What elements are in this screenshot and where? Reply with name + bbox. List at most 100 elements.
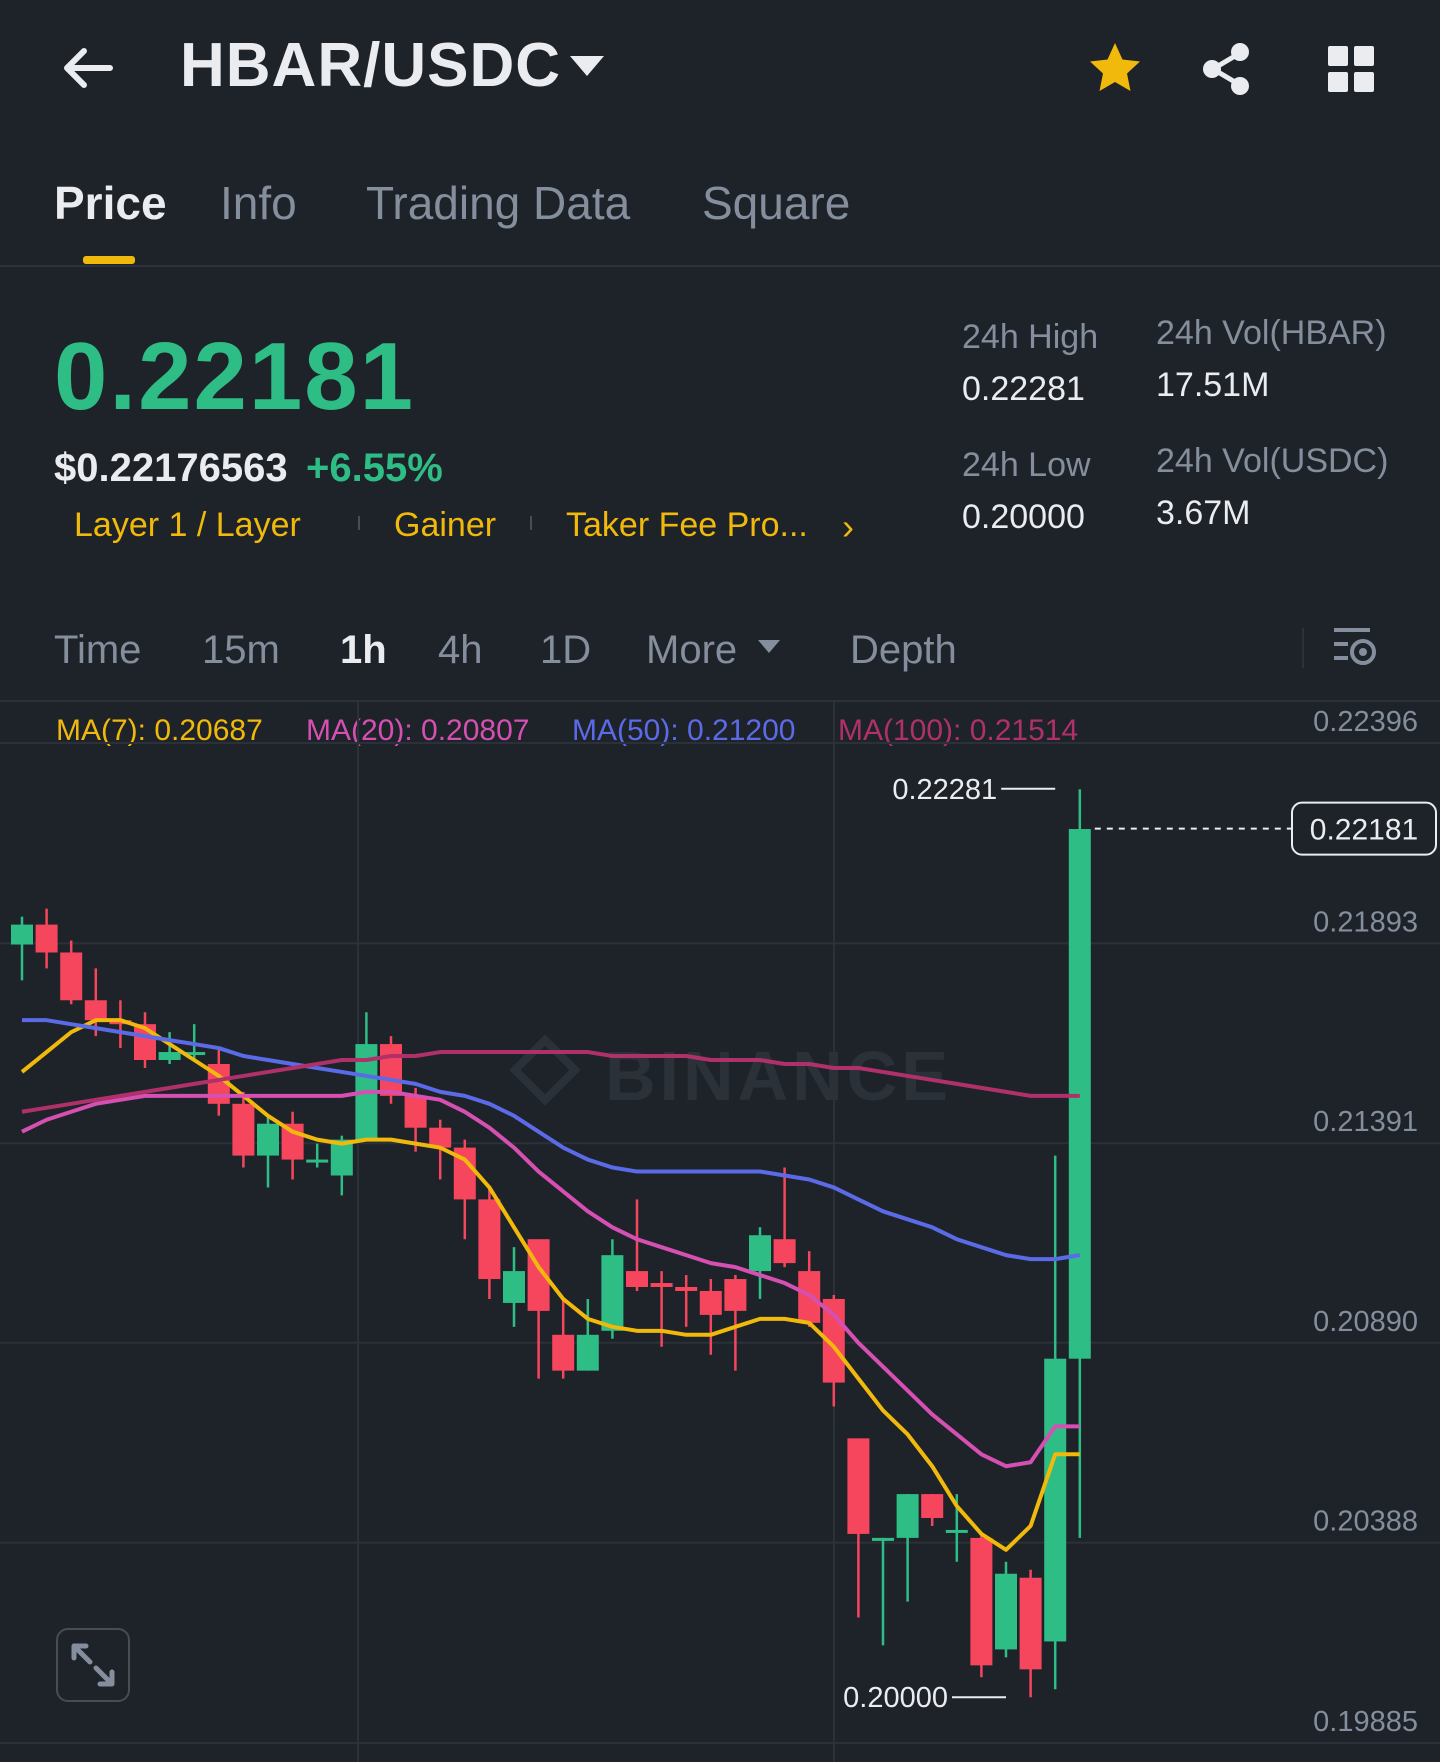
tag-layer[interactable]: Layer 1 / Layer — [74, 506, 301, 544]
interval-time[interactable]: Time — [54, 628, 142, 672]
fiat-price: $0.22176563 — [54, 446, 288, 490]
top-bar: HBAR/USDC — [0, 0, 1440, 140]
candlestick-chart[interactable]: 0.22396 0.21893 0.21391 0.20890 0.20388 0.198… — [0, 700, 1440, 1762]
ma7-label: MA(7): 0.20687 — [56, 714, 263, 747]
stat-vol-base-label: 24h Vol(HBAR) — [1156, 314, 1387, 352]
tag-gainer[interactable]: Gainer — [394, 506, 497, 544]
candle-body — [552, 1334, 575, 1371]
tabs-divider — [0, 265, 1440, 267]
candle-body — [60, 952, 83, 1001]
candle-body — [257, 1123, 279, 1156]
last-price: 0.22181 — [54, 323, 416, 430]
candle-body — [453, 1147, 476, 1200]
stat-vol-quote-label: 24h Vol(USDC) — [1156, 442, 1389, 480]
ma100-label: MA(100): 0.21514 — [838, 714, 1079, 747]
low-marker-label: 0.20000 — [843, 1682, 948, 1714]
tab-square[interactable]: Square — [702, 177, 851, 229]
candle-body — [724, 1279, 747, 1311]
tab-trading-data[interactable]: Trading Data — [366, 177, 631, 229]
interval-15m[interactable]: 15m — [202, 628, 280, 672]
back-arrow-icon[interactable] — [56, 36, 120, 100]
y-tick-label: 0.19885 — [1313, 1706, 1418, 1738]
y-tick-label: 0.22396 — [1313, 706, 1418, 738]
caret-down-icon[interactable] — [758, 640, 780, 653]
current-price-label: 0.22181 — [1310, 814, 1418, 847]
toolbar-divider — [1302, 628, 1304, 668]
ma7-line — [20, 1018, 1080, 1552]
expand-icon — [71, 1643, 115, 1687]
candle-body — [183, 1052, 206, 1056]
stat-vol-base-value: 17.51M — [1156, 366, 1270, 404]
candle-body — [576, 1334, 599, 1371]
candle-body — [306, 1159, 329, 1163]
candle-body — [158, 1052, 181, 1061]
candle-body — [896, 1494, 919, 1538]
candle-body — [429, 1127, 452, 1148]
interval-more[interactable]: More — [646, 628, 738, 672]
star-icon[interactable] — [1084, 38, 1146, 100]
candle-body — [601, 1255, 624, 1331]
binance-logo-icon — [509, 1034, 581, 1106]
candle-body — [945, 1529, 968, 1533]
ma100-line — [21, 1050, 1080, 1114]
stat-high-value: 0.22281 — [962, 370, 1085, 408]
pair-title[interactable]: HBAR/USDC — [180, 31, 561, 100]
chevron-right-icon[interactable]: › — [842, 506, 854, 547]
candle-body — [995, 1573, 1017, 1650]
candle-body — [330, 1139, 353, 1176]
chevron-down-icon[interactable] — [570, 56, 604, 76]
interval-1h[interactable]: 1h — [340, 628, 387, 672]
depth-tab[interactable]: Depth — [850, 628, 957, 672]
candle-body — [872, 1537, 894, 1541]
ma50-label: MA(50): 0.21200 — [572, 714, 796, 747]
candle-body — [675, 1287, 698, 1291]
stat-high-label: 24h High — [962, 318, 1099, 356]
chart-top-divider — [0, 700, 1440, 702]
candle-body — [650, 1283, 673, 1288]
stat-low-label: 24h Low — [962, 446, 1091, 484]
y-tick-label: 0.20890 — [1313, 1306, 1418, 1338]
candle-body — [970, 1537, 993, 1666]
candle-body — [281, 1123, 304, 1160]
y-tick-label: 0.21391 — [1313, 1106, 1418, 1138]
candle-body — [84, 1000, 107, 1021]
binance-watermark: BINANCE — [605, 1037, 952, 1115]
candle-body — [232, 1103, 255, 1156]
grid-icon[interactable] — [1320, 38, 1382, 100]
y-tick-label: 0.21893 — [1313, 906, 1418, 938]
tag-separator — [358, 516, 360, 530]
interval-1d[interactable]: 1D — [540, 628, 592, 672]
candle-body — [1044, 1358, 1067, 1642]
ma50-line — [22, 1018, 1081, 1262]
active-tab-indicator — [83, 256, 135, 264]
share-icon[interactable] — [1196, 38, 1258, 100]
candle-body — [11, 924, 33, 945]
stat-low-value: 0.20000 — [962, 498, 1085, 536]
candle-body — [1019, 1577, 1042, 1670]
high-marker-label: 0.22281 — [892, 774, 997, 806]
change-percent: +6.55% — [306, 446, 443, 490]
fullscreen-button[interactable] — [56, 1628, 130, 1702]
candle-body — [749, 1235, 771, 1272]
candle-body — [404, 1095, 427, 1128]
tab-price[interactable]: Price — [54, 177, 167, 229]
chart-settings-icon[interactable] — [1332, 624, 1378, 670]
current-price-box — [1291, 801, 1437, 856]
ma20-line — [21, 1089, 1080, 1469]
candle-body — [35, 924, 58, 953]
tag-separator — [530, 516, 532, 530]
candle-body — [921, 1494, 944, 1518]
ma20-label: MA(20): 0.20807 — [306, 714, 530, 747]
candle-body — [626, 1271, 648, 1288]
candle-body — [847, 1438, 870, 1534]
tab-info[interactable]: Info — [220, 177, 297, 229]
candle-body — [503, 1271, 525, 1303]
candle-body — [699, 1290, 722, 1315]
y-tick-label: 0.20388 — [1313, 1506, 1418, 1538]
candle-body — [773, 1239, 796, 1264]
tag-taker-fee[interactable]: Taker Fee Pro... — [566, 506, 808, 544]
stat-vol-quote-value: 3.67M — [1156, 494, 1251, 532]
candle-body — [478, 1199, 501, 1280]
interval-4h[interactable]: 4h — [438, 628, 483, 672]
candle-body — [380, 1044, 402, 1096]
